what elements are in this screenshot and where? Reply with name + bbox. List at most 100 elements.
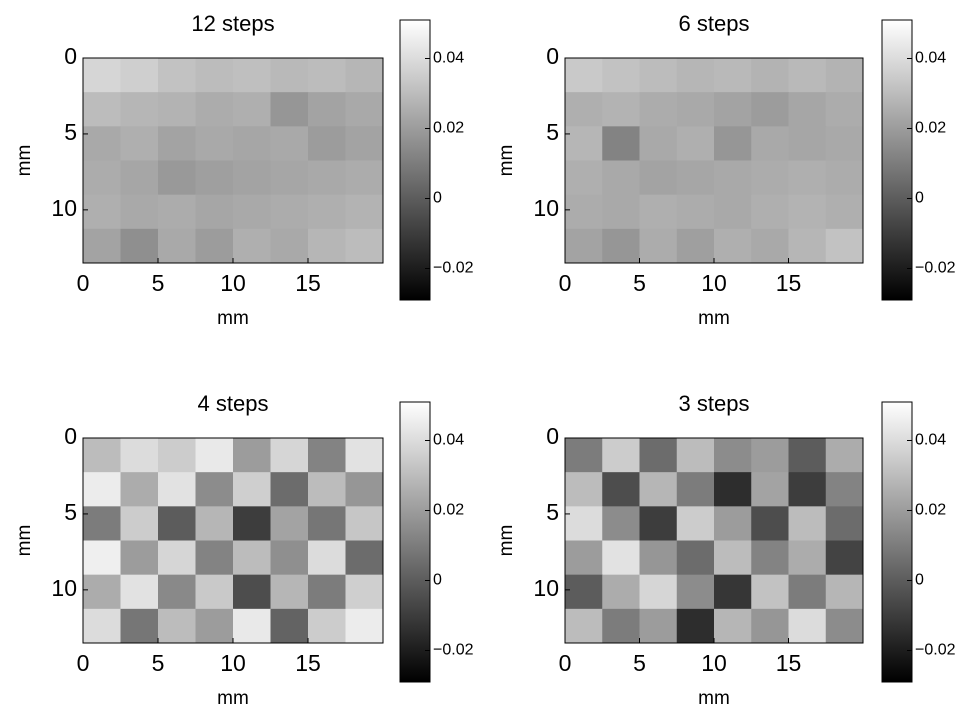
- heatmap-cell: [195, 194, 234, 230]
- heatmap-cell: [602, 506, 640, 541]
- heatmap-cell: [751, 608, 789, 644]
- heatmap-cell: [825, 608, 864, 644]
- x-tick-label: 15: [776, 650, 802, 676]
- x-tick-label: 5: [152, 650, 165, 676]
- heatmap-cell: [83, 608, 121, 644]
- heatmap-cell: [602, 472, 640, 507]
- heatmap-cell: [639, 58, 678, 93]
- heatmap-cell: [676, 506, 715, 541]
- y-tick-label: 10: [51, 195, 77, 221]
- heatmap-cell: [751, 126, 789, 161]
- heatmap-cell: [602, 194, 640, 230]
- heatmap-cell: [120, 574, 159, 610]
- heatmap-cell: [308, 160, 346, 196]
- heatmap-cell: [639, 574, 678, 610]
- x-axis-label: mm: [217, 308, 249, 329]
- heatmap-cell: [676, 160, 715, 196]
- heatmap-cell: [120, 126, 159, 161]
- heatmap-cell: [676, 574, 715, 610]
- heatmap-cell: [83, 160, 121, 196]
- heatmap-cell: [825, 126, 864, 161]
- heatmap-cell: [602, 438, 640, 473]
- heatmap-cell: [195, 438, 234, 473]
- heatmap-cell: [751, 160, 789, 196]
- heatmap-cell: [639, 438, 678, 473]
- heatmap-cell: [751, 574, 789, 610]
- chart-title: 4 steps: [198, 391, 269, 416]
- heatmap-cell: [788, 92, 827, 127]
- heatmap-cell: [825, 58, 864, 93]
- heatmap-cell: [676, 126, 715, 161]
- heatmap-cell: [714, 608, 752, 644]
- heatmap-cell: [158, 126, 196, 161]
- heatmap-cell: [195, 58, 234, 93]
- heatmap-cell: [345, 574, 384, 610]
- y-tick-label: 0: [546, 43, 559, 69]
- heatmap-cell: [639, 608, 678, 644]
- colorbar-tick-label: 0: [915, 190, 924, 207]
- x-tick-label: 0: [559, 270, 572, 296]
- y-tick-label: 0: [546, 423, 559, 449]
- colorbar: [881, 19, 913, 301]
- heatmap-cell: [270, 574, 309, 610]
- heatmap-cell: [825, 92, 864, 127]
- heatmap-cell: [639, 228, 678, 264]
- y-tick-label: 10: [51, 575, 77, 601]
- chart-title: 12 steps: [191, 11, 274, 36]
- heatmap-cell: [751, 194, 789, 230]
- heatmap-cell: [676, 92, 715, 127]
- heatmap-cell: [788, 472, 827, 507]
- heatmap-cell: [676, 438, 715, 473]
- heatmap-cell: [270, 126, 309, 161]
- heatmap-cell: [639, 194, 678, 230]
- heatmap-cell: [602, 574, 640, 610]
- heatmap-cell: [233, 160, 271, 196]
- y-tick-label: 5: [546, 119, 559, 145]
- heatmap-cell: [825, 472, 864, 507]
- y-tick-label: 10: [533, 195, 559, 221]
- heatmap-cell: [233, 540, 271, 576]
- heatmap-cell: [788, 540, 827, 576]
- heatmap-cell: [308, 228, 346, 264]
- x-tick-label: 0: [77, 650, 90, 676]
- heatmap-cell: [120, 438, 159, 473]
- heatmap-cell: [751, 228, 789, 264]
- y-tick-label: 5: [64, 119, 77, 145]
- heatmap-cell: [233, 608, 271, 644]
- colorbar-tick-label: 0: [433, 572, 442, 589]
- heatmap-cell: [714, 574, 752, 610]
- y-tick-label: 0: [64, 423, 77, 449]
- heatmap-cell: [345, 472, 384, 507]
- heatmap-cell: [270, 228, 309, 264]
- x-tick-label: 10: [220, 270, 246, 296]
- heatmap-cell: [158, 574, 196, 610]
- colorbar-tick-label: 0.04: [433, 50, 464, 67]
- heatmap-cell: [714, 472, 752, 507]
- heatmap-cell: [714, 506, 752, 541]
- heatmap-cell: [565, 540, 603, 576]
- heatmap-cell: [676, 194, 715, 230]
- colorbar-tick-label: 0.02: [915, 120, 946, 137]
- heatmap-cell: [158, 58, 196, 93]
- heatmap-cell: [158, 160, 196, 196]
- heatmap-cell: [120, 228, 159, 264]
- heatmap-cell: [345, 160, 384, 196]
- x-tick-label: 0: [77, 270, 90, 296]
- heatmap-cell: [639, 506, 678, 541]
- heatmap-cell: [565, 574, 603, 610]
- heatmap-cell: [158, 540, 196, 576]
- heatmap-cell: [233, 92, 271, 127]
- heatmap-cell: [825, 574, 864, 610]
- heatmap-cell: [602, 126, 640, 161]
- heatmap-cell: [120, 58, 159, 93]
- heatmap-cell: [565, 506, 603, 541]
- heatmap-cell: [345, 126, 384, 161]
- heatmap-cell: [751, 472, 789, 507]
- y-axis-label: mm: [496, 525, 517, 557]
- chart-title: 3 steps: [679, 391, 750, 416]
- heatmap-cell: [270, 506, 309, 541]
- heatmap-cell: [825, 160, 864, 196]
- heatmap-cell: [158, 506, 196, 541]
- heatmap-cell: [83, 126, 121, 161]
- heatmap-cell: [120, 160, 159, 196]
